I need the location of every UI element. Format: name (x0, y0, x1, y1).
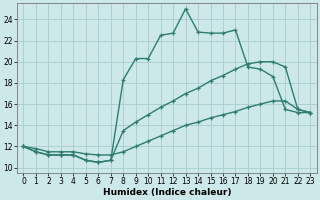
X-axis label: Humidex (Indice chaleur): Humidex (Indice chaleur) (103, 188, 231, 197)
